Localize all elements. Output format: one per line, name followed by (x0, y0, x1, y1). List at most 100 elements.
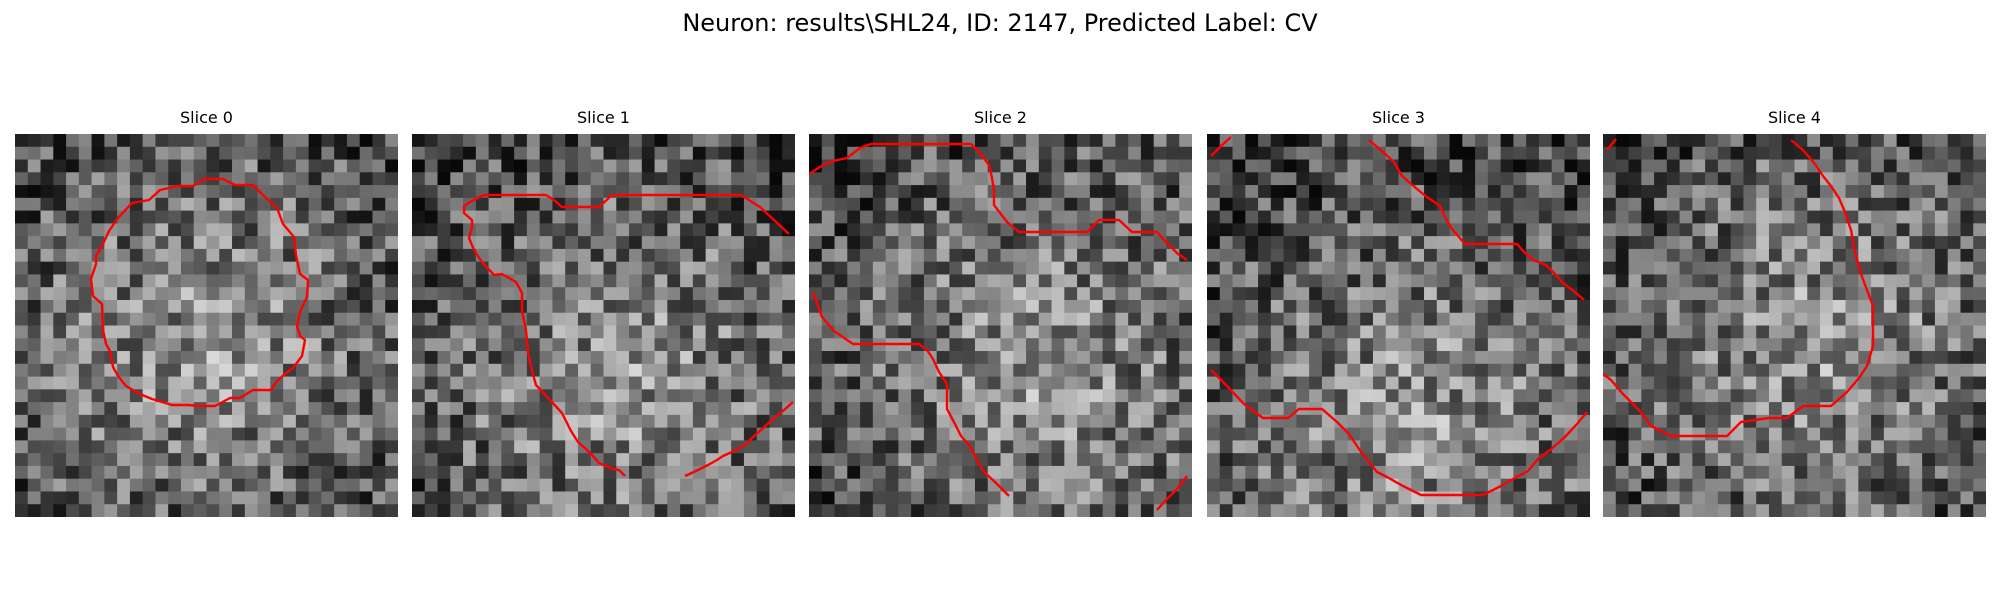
pixel (66, 440, 80, 454)
pixel (257, 414, 271, 429)
pixel (142, 146, 157, 161)
pixel (129, 210, 144, 224)
pixel (847, 427, 861, 441)
pixel (860, 287, 874, 301)
pixel (1115, 134, 1129, 148)
pixel (78, 453, 93, 467)
pixel (475, 478, 490, 493)
pixel (590, 325, 605, 339)
pixel (1922, 363, 1936, 378)
pixel (359, 159, 374, 173)
pixel (962, 465, 976, 480)
pixel (1692, 491, 1706, 505)
pixel (1973, 223, 1986, 237)
pixel (1603, 299, 1617, 314)
pixel (667, 376, 681, 390)
pixel (1128, 172, 1142, 186)
pixel (1475, 453, 1489, 467)
pixel (1717, 287, 1732, 301)
pixel (359, 248, 374, 263)
pixel (974, 274, 989, 288)
pixel (1360, 414, 1374, 429)
pixel (1743, 287, 1757, 301)
pixel (1270, 274, 1285, 288)
pixel (66, 414, 80, 429)
pixel (1207, 453, 1221, 467)
pixel (1781, 402, 1796, 416)
pixel (1245, 465, 1259, 480)
pixel (193, 338, 208, 352)
pixel (1283, 248, 1297, 263)
pixel (834, 338, 848, 352)
pixel (180, 223, 195, 237)
pixel (1077, 274, 1091, 288)
pixel (809, 274, 823, 288)
pixel (372, 389, 386, 403)
pixel (1487, 427, 1502, 441)
pixel (1179, 134, 1192, 148)
pixel (1820, 146, 1834, 161)
pixel (1487, 363, 1502, 378)
pixel (1832, 248, 1847, 263)
pixel (40, 402, 54, 416)
pixel (1513, 312, 1527, 327)
pixel (705, 389, 719, 403)
pixel (1615, 465, 1630, 480)
pixel (1360, 491, 1374, 505)
pixel (1577, 197, 1590, 212)
pixel (117, 440, 131, 454)
pixel (346, 402, 361, 416)
pixel (641, 146, 656, 161)
pixel (1896, 376, 1910, 390)
pixel (603, 210, 617, 224)
pixel (1128, 210, 1142, 224)
pixel (514, 453, 528, 467)
pixel (1232, 197, 1246, 212)
pixel (1820, 453, 1834, 467)
pixel (1960, 299, 1974, 314)
pixel (1487, 440, 1502, 454)
pixel (1641, 427, 1655, 441)
pixel (1564, 299, 1578, 314)
pixel (1245, 312, 1259, 327)
pixel (847, 478, 861, 493)
pixel (1487, 261, 1502, 276)
pixel (1000, 440, 1014, 454)
pixel (475, 172, 490, 186)
pixel (1102, 287, 1116, 301)
pixel (1666, 287, 1681, 301)
pixel (1577, 478, 1590, 493)
pixel (1947, 325, 1962, 339)
pixel (1449, 312, 1463, 327)
pixel (1000, 185, 1014, 199)
pixel (1832, 210, 1847, 224)
pixel (40, 274, 54, 288)
pixel (129, 287, 144, 301)
pixel (1398, 312, 1412, 327)
pixel (641, 274, 656, 288)
pixel (962, 351, 976, 365)
pixel (1947, 134, 1962, 148)
pixel (1360, 261, 1374, 276)
pixel (1781, 287, 1796, 301)
pixel (463, 146, 477, 161)
pixel (1705, 325, 1719, 339)
pixel (1398, 248, 1412, 263)
pixel (1628, 223, 1642, 237)
pixel (27, 312, 42, 327)
pixel (385, 159, 398, 173)
pixel (193, 197, 208, 212)
pixel (142, 351, 157, 365)
pixel (1743, 159, 1757, 173)
pixel (1013, 134, 1027, 148)
pixel (15, 414, 29, 429)
pixel (898, 402, 912, 416)
pixel (1398, 236, 1412, 250)
pixel (641, 172, 656, 186)
pixel (1807, 312, 1821, 327)
pixel (1551, 172, 1566, 186)
pixel (1871, 325, 1885, 339)
pixel (514, 376, 528, 390)
pixel (987, 478, 1002, 493)
pixel (412, 210, 426, 224)
